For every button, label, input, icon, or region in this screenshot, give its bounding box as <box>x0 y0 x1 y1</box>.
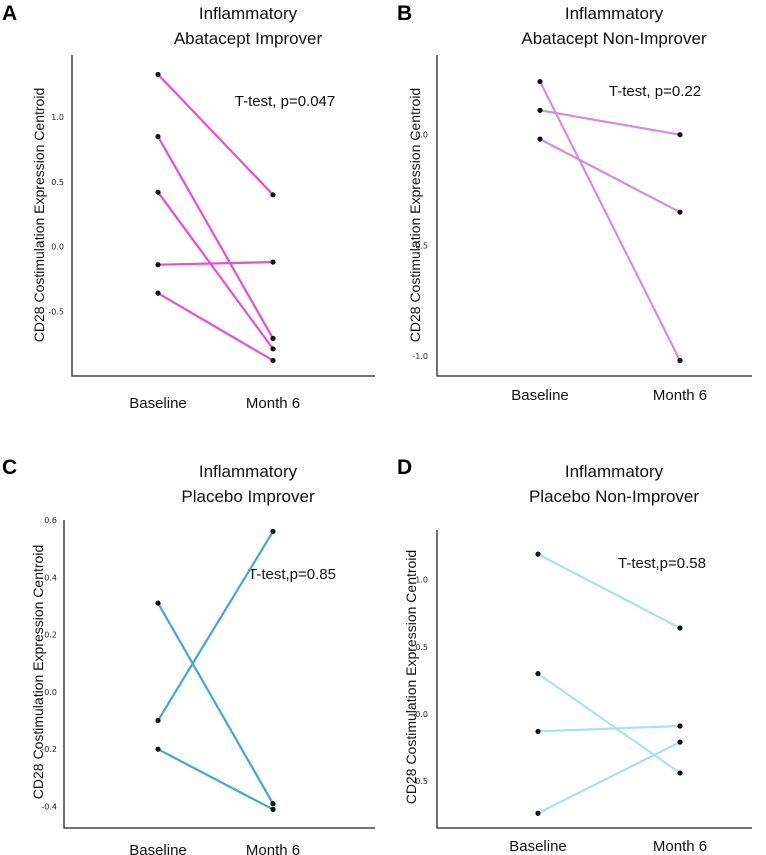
panel-c-ytick: 0.2 <box>44 631 57 640</box>
panel-c-ylabel: CD28 Costimulation Expression Centroid <box>30 545 46 799</box>
panel-a-point-month6 <box>270 192 276 198</box>
panel-b-ttest-annotation: T-test, p=0.22 <box>609 83 701 100</box>
panel-b-point-month6 <box>677 132 683 138</box>
panel-c-point-baseline <box>155 717 161 724</box>
panel-c-axes <box>63 520 375 829</box>
panel-b-xtick: Baseline <box>511 387 569 404</box>
panel-b-point-baseline <box>537 78 543 85</box>
panel-a-ytick: 1.0 <box>51 113 64 122</box>
panel-d-xtick: Baseline <box>509 838 567 855</box>
panel-c-ttest-annotation: T-test,p=0.85 <box>248 566 336 583</box>
panel-c-point-month6 <box>270 806 276 812</box>
panel-d-letter: D <box>397 456 412 479</box>
panel-c-xtick: Baseline <box>129 842 187 855</box>
panel-c-point-baseline <box>155 600 161 606</box>
panel-d-point-baseline <box>535 810 541 816</box>
panel-d-ylabel: CD28 Costimulation Expression Centroid <box>403 550 419 804</box>
panel-d-ytick: -0.5 <box>412 777 428 786</box>
panel-c-point-month6 <box>270 528 276 535</box>
panel-b-axes <box>436 55 752 377</box>
panel-b-series-line <box>538 109 682 136</box>
panel-a-point-month6 <box>270 259 276 265</box>
panel-b-xtick: Month 6 <box>653 387 707 404</box>
panel-a-xtick: Baseline <box>129 395 187 412</box>
panel-d-point-month6 <box>677 723 683 729</box>
panel-d-ytick: 0.0 <box>415 710 428 719</box>
panel-b-point-month6 <box>677 209 683 215</box>
panel-d-point-baseline <box>535 551 541 557</box>
panel-a-point-baseline <box>155 71 161 78</box>
panel-c-title-line-1: Inflammatory <box>199 462 298 481</box>
panel-c-series-line <box>156 530 275 722</box>
panel-b-ytick: -1.0 <box>412 352 428 361</box>
panel-c-xtick: Month 6 <box>246 842 300 855</box>
panel-d-xtick: Month 6 <box>653 838 707 855</box>
panel-a-series-line <box>156 191 275 350</box>
panel-a-point-month6 <box>270 335 276 342</box>
panel-a-point-month6 <box>270 346 276 352</box>
panel-b-series-line <box>538 80 682 362</box>
panel-a-ytick: 0.5 <box>51 178 64 187</box>
panel-b-ytick: -0.5 <box>412 241 428 250</box>
panel-d-ytick: 0.5 <box>415 643 428 652</box>
panel-a-series-line <box>156 73 275 196</box>
panel-d-series-line <box>536 553 682 630</box>
panel-d-axes <box>436 530 752 829</box>
panel-d-series-line <box>536 724 682 733</box>
panel-c-series-line <box>156 748 275 811</box>
panel-a-xtick: Month 6 <box>246 395 300 412</box>
panel-a-ylabel: CD28 Costimulation Expression Centroid <box>31 88 47 342</box>
panel-c-letter: C <box>2 456 17 479</box>
panel-a-title-line-1: Inflammatory <box>199 4 298 23</box>
panel-d-series-line <box>536 672 682 775</box>
panel-b-title-line-1: Inflammatory <box>565 4 664 23</box>
panel-b-title-line-2: Abatacept Non-Improver <box>521 29 707 48</box>
panel-d-point-baseline <box>535 728 541 734</box>
panel-b-ytick: 0.0 <box>415 131 428 140</box>
panel-a-series-line <box>156 260 275 266</box>
panel-d-title-line-1: Inflammatory <box>565 462 664 481</box>
panel-c-point-baseline <box>155 746 161 752</box>
panel-b-point-baseline <box>537 136 543 142</box>
panel-c-ytick: 0.6 <box>44 516 57 525</box>
panel-d-point-month6 <box>677 770 683 776</box>
panel-c-ytick: 0.0 <box>44 688 57 697</box>
panel-d-ttest-annotation: T-test,p=0.58 <box>618 555 706 572</box>
panel-a-title-line-2: Abatacept Improver <box>174 29 323 48</box>
panel-a-letter: A <box>2 2 17 25</box>
panel-b-letter: B <box>397 2 412 25</box>
panel-a-point-baseline <box>155 189 161 195</box>
panel-d-series-line <box>536 740 682 815</box>
panel-a-axes <box>71 55 375 377</box>
panel-d-point-month6 <box>677 739 683 745</box>
panel-a-point-baseline <box>155 262 161 268</box>
panel-c-series-line <box>156 601 275 805</box>
panel-a-ytick: 0.0 <box>51 243 64 252</box>
panel-d-title-line-2: Placebo Non-Improver <box>529 487 699 506</box>
panel-a-series-line <box>156 292 275 362</box>
panel-a-ytick: -0.5 <box>48 307 64 316</box>
panel-b-series-line <box>538 138 682 214</box>
panel-c-ytick: -0.2 <box>41 745 57 754</box>
panel-a-point-baseline <box>155 133 161 140</box>
panel-d-ytick: 1.0 <box>415 576 428 585</box>
panel-d-point-baseline <box>535 671 541 677</box>
panel-c-ytick: -0.4 <box>41 803 57 812</box>
panel-a-series-line <box>156 135 275 340</box>
panel-c-title-line-2: Placebo Improver <box>181 487 315 506</box>
panel-b-point-baseline <box>537 107 543 113</box>
panel-a-point-baseline <box>155 290 161 296</box>
panel-d-point-month6 <box>677 625 683 631</box>
panel-c-point-month6 <box>270 801 276 807</box>
panel-c-ytick: 0.4 <box>44 573 57 582</box>
panel-b-point-month6 <box>677 357 683 364</box>
panel-a-point-month6 <box>270 357 276 364</box>
panel-b-ylabel: CD28 Costimulation Expression Centroid <box>407 88 423 342</box>
panel-a-ttest-annotation: T-test, p=0.047 <box>235 93 335 110</box>
